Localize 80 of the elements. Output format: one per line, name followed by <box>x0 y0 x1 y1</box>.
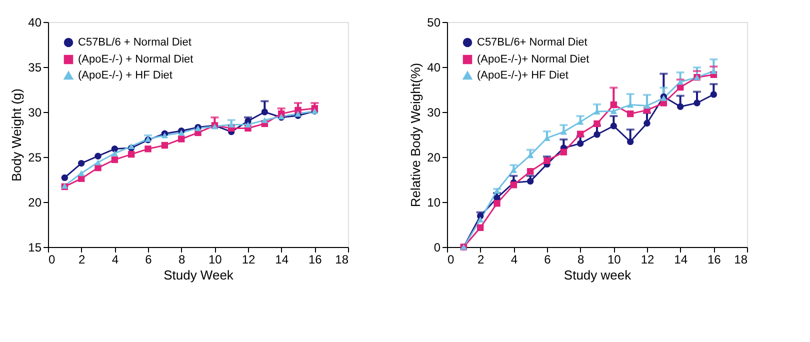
y-tick-label: 0 <box>434 240 441 254</box>
point <box>510 182 518 188</box>
point <box>710 91 718 98</box>
x-tick-label: 14 <box>275 252 289 266</box>
point <box>144 146 152 152</box>
x-tick-label: 18 <box>335 252 349 266</box>
y-tick-label: 20 <box>427 150 441 164</box>
legend-label: C57BL/6 + Normal Diet <box>78 36 192 48</box>
point <box>244 122 252 128</box>
x-tick-label: 10 <box>208 252 222 266</box>
x-tick-label: 2 <box>78 252 86 266</box>
legend-label: C57BL/6+ Normal Diet <box>477 36 588 48</box>
point <box>610 101 618 108</box>
x-tick-label: 0 <box>48 252 56 266</box>
x-tick-label: 14 <box>674 252 688 266</box>
x-tick-label: 18 <box>734 252 748 266</box>
point <box>644 120 650 127</box>
x-tick-label: 8 <box>577 252 584 266</box>
point <box>78 160 85 167</box>
point <box>111 146 118 152</box>
point <box>526 178 534 185</box>
point <box>294 106 302 114</box>
y-tick-label: 20 <box>28 196 42 210</box>
x-tick-label: 12 <box>242 252 256 266</box>
point <box>128 150 135 158</box>
point <box>694 100 700 106</box>
x-tick-label: 6 <box>544 252 552 266</box>
point <box>626 138 634 146</box>
x-tick-label: 2 <box>477 252 484 266</box>
point <box>526 168 534 175</box>
point <box>626 110 634 118</box>
point <box>676 103 684 110</box>
x-tick-label: 0 <box>448 252 454 266</box>
legend-label: (ApoE-/-) + Normal Diet <box>78 54 194 66</box>
x-tick-label: 10 <box>607 252 622 266</box>
x-tick-label: 12 <box>640 252 654 266</box>
point <box>94 159 102 166</box>
x-tick-label: 6 <box>145 252 152 266</box>
y-tick-label: 50 <box>427 16 441 30</box>
y-tick-label: 30 <box>28 106 42 120</box>
x-tick-label: 4 <box>510 252 518 266</box>
point <box>594 131 600 138</box>
y-tick-label: 40 <box>28 16 42 30</box>
point <box>111 156 118 164</box>
x-tick-label: 16 <box>707 252 722 266</box>
point <box>676 78 684 85</box>
y-tick-label: 15 <box>28 240 42 254</box>
x-tick-label: 8 <box>178 252 186 266</box>
point <box>476 216 484 222</box>
legend-label: (ApoE-/-)+ HF Diet <box>477 70 568 82</box>
point <box>61 174 68 182</box>
point <box>494 188 500 194</box>
point <box>178 136 185 142</box>
point <box>576 130 584 138</box>
legend-label: (ApoE-/-) + HF Diet <box>78 70 172 82</box>
point <box>161 142 168 149</box>
y-axis-title: Body Weight (g) <box>9 88 24 182</box>
x-tick-label: 4 <box>112 252 119 266</box>
point <box>111 150 118 156</box>
point <box>610 122 618 130</box>
x-axis-title: Study Week <box>164 268 234 282</box>
point <box>560 148 568 156</box>
point <box>78 170 85 176</box>
y-tick-label: 35 <box>28 60 42 74</box>
point <box>261 117 268 124</box>
point <box>494 200 500 207</box>
legend-label: (ApoE-/-)+ Normal Diet <box>477 54 590 66</box>
point <box>261 108 268 116</box>
y-tick-label: 10 <box>427 196 441 210</box>
y-tick-label: 30 <box>427 106 441 120</box>
x-axis-title: Study week <box>564 268 632 282</box>
point <box>610 108 618 114</box>
x-tick-label: 16 <box>308 252 322 266</box>
point <box>594 120 600 128</box>
point <box>576 140 584 147</box>
y-axis-title: Relative Body Weight(%) <box>408 62 424 208</box>
point <box>94 152 102 160</box>
y-tick-label: 25 <box>28 150 42 164</box>
point <box>476 224 484 232</box>
y-tick-label: 40 <box>427 60 441 74</box>
